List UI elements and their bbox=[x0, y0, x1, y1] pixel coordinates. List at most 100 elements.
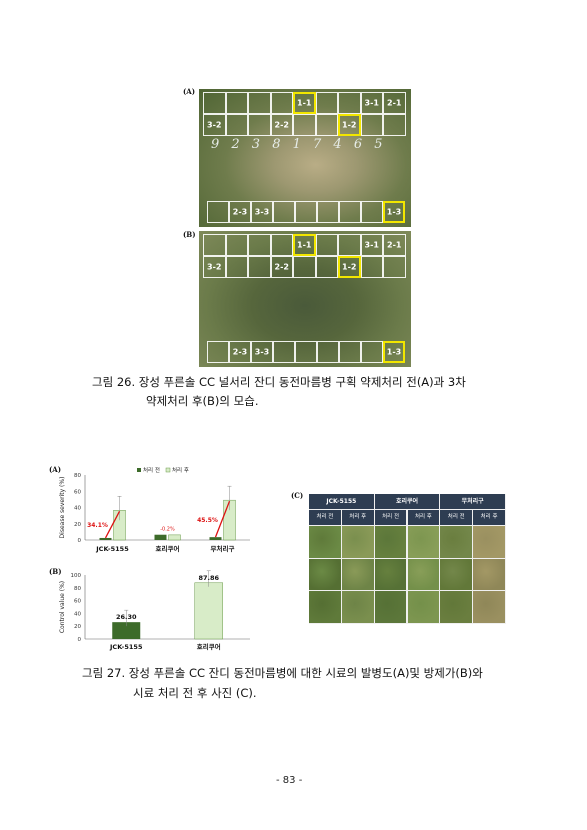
plot-b-cell bbox=[270, 234, 293, 256]
y-tick-label: 60 bbox=[74, 489, 81, 495]
table-c-subheader: 처리 전 bbox=[440, 510, 473, 525]
plot-a-plot-label: 2-2 bbox=[274, 120, 289, 130]
table-c-photo-cell bbox=[374, 526, 407, 558]
plot-a-cell bbox=[270, 92, 293, 114]
table-c-photo-cell bbox=[374, 591, 407, 624]
change-arrow bbox=[104, 510, 121, 539]
bar-before bbox=[99, 537, 112, 540]
plot-b-cell bbox=[360, 234, 383, 256]
plot-b-cell bbox=[270, 256, 293, 278]
plot-a-highlight-box bbox=[293, 92, 316, 114]
plot-a-cell bbox=[248, 92, 271, 114]
table-c-subheader: 처리 전 bbox=[309, 510, 341, 525]
plot-b-cell bbox=[383, 234, 406, 256]
fig27-label-c: (C) bbox=[291, 491, 304, 500]
plot-b-cell bbox=[229, 341, 251, 363]
plot-b-cell bbox=[339, 341, 361, 363]
table-c-photo-cell bbox=[341, 558, 374, 591]
plot-b-cell bbox=[315, 256, 338, 278]
plot-a-cell bbox=[295, 201, 317, 223]
plot-b-cell bbox=[251, 341, 273, 363]
plot-b-plot-label: 2-2 bbox=[274, 262, 289, 272]
change-label: -0.2% bbox=[160, 527, 175, 533]
fig26-caption-line1: 그림 26. 장성 푸른솔 CC 널서리 잔디 동전마름병 구획 약제처리 전(… bbox=[92, 375, 466, 389]
table-c-subheader-row: 처리 전 처리 후 처리 전 처리 후 처리 전 처리 후 bbox=[309, 510, 506, 525]
plot-a-cell bbox=[225, 114, 248, 136]
plot-b-highlight-box bbox=[383, 341, 405, 363]
table-c-photo-cell bbox=[309, 558, 341, 591]
plot-a-plot-label: 1-1 bbox=[297, 98, 312, 108]
plot-a-cell bbox=[248, 114, 271, 136]
plot-b-cell bbox=[295, 341, 317, 363]
table-c-group-header: JCK-5155 bbox=[309, 494, 374, 509]
plot-b-cell bbox=[360, 256, 383, 278]
plot-a-highlight-box bbox=[338, 114, 361, 136]
table-c-photo-cell bbox=[473, 591, 505, 624]
plot-b-cell bbox=[273, 341, 295, 363]
plot-a-cell bbox=[315, 114, 338, 136]
plot-a-plot-label: 2-3 bbox=[232, 207, 248, 217]
plot-b-plot-label: 3-3 bbox=[254, 347, 270, 357]
y-tick-label: 40 bbox=[74, 611, 81, 617]
table-c-photo-cell bbox=[440, 558, 473, 591]
y-tick-label: 0 bbox=[78, 637, 82, 643]
plot-a-highlight-box bbox=[383, 201, 405, 223]
fig26-label-a: (A) bbox=[183, 87, 196, 96]
y-axis-label: Control value (%) bbox=[59, 581, 66, 633]
plot-a-cell bbox=[315, 92, 338, 114]
plot-a-cell bbox=[360, 92, 383, 114]
plot-b-plot-label: 1-2 bbox=[342, 262, 357, 272]
value-label: 87.86 bbox=[198, 574, 219, 582]
fig27-label-a: (A) bbox=[49, 465, 62, 474]
y-tick-label: 40 bbox=[74, 506, 81, 512]
table-c-subheader: 처리 후 bbox=[407, 510, 440, 525]
legend-after-label: 처리 후 bbox=[172, 466, 189, 474]
chart-b-control-value: 100 80 60 40 20 0 Control value (%) 26.30 JCK-51… bbox=[59, 570, 250, 651]
value-label: 26.30 bbox=[116, 613, 137, 621]
plot-a-cell bbox=[225, 92, 248, 114]
plot-b-cell bbox=[203, 234, 226, 256]
plot-a-plot-label: 3-3 bbox=[254, 207, 270, 217]
plot-b-plot-label: 1-3 bbox=[386, 347, 402, 357]
plot-a-cell bbox=[360, 114, 383, 136]
plot-a-plot-label: 3-1 bbox=[364, 98, 379, 108]
chart-a-disease-severity: 처리 전 처리 후 80 60 40 20 0 Disease severity (%) 34.… bbox=[59, 466, 250, 553]
table-c-photo-cell bbox=[374, 558, 407, 591]
plot-b-cell bbox=[248, 256, 271, 278]
plot-a-plot-label: 3-2 bbox=[207, 120, 222, 130]
plot-b-cell bbox=[207, 341, 229, 363]
plot-a-cell bbox=[317, 201, 339, 223]
plot-b-cell bbox=[293, 256, 316, 278]
table-c-subheader: 처리 후 bbox=[341, 510, 374, 525]
plot-b-cell bbox=[383, 256, 406, 278]
x-category-label: 호리쿠어 bbox=[197, 642, 221, 651]
legend-after-swatch bbox=[165, 467, 171, 473]
plot-grid-a: 1-1 3-1 2-1 3-2 2-2 1-2 2-3 3-3 1-3 bbox=[199, 89, 411, 227]
plot-a-plot-label: 2-1 bbox=[387, 98, 402, 108]
y-axis-label: Disease severity (%) bbox=[59, 477, 66, 539]
bar-before bbox=[154, 534, 167, 540]
plot-a-cell bbox=[273, 201, 295, 223]
table-c-subheader: 처리 후 bbox=[473, 510, 505, 525]
plot-a-cell bbox=[338, 92, 361, 114]
table-c-photo-cell bbox=[309, 591, 341, 624]
plot-a-cell bbox=[203, 114, 226, 136]
y-tick-label: 60 bbox=[74, 599, 81, 605]
table-c-photo-cell bbox=[440, 591, 473, 624]
plot-b-plot-label: 2-3 bbox=[232, 347, 248, 357]
plot-b-cell bbox=[225, 256, 248, 278]
plot-b-highlight-box bbox=[293, 234, 316, 256]
table-c-group-header: 호리쿠어 bbox=[374, 494, 440, 509]
plot-b-cell bbox=[361, 341, 383, 363]
fig26-photo-b: 1-1 3-1 2-1 3-2 2-2 1-2 2-3 3-3 1-3 bbox=[199, 231, 411, 367]
bar bbox=[194, 582, 223, 640]
plot-a-cell bbox=[383, 114, 406, 136]
table-c-photo-cell bbox=[407, 591, 440, 624]
y-tick-label: 0 bbox=[78, 538, 82, 544]
fig26-caption-line2: 약제처리 후(B)의 모습. bbox=[146, 394, 259, 408]
bar bbox=[112, 622, 141, 639]
plot-b-plot-label: 3-2 bbox=[207, 262, 222, 272]
table-c-subheader: 처리 전 bbox=[374, 510, 407, 525]
legend-before-swatch bbox=[137, 468, 141, 472]
table-c-photo-cell bbox=[341, 526, 374, 558]
